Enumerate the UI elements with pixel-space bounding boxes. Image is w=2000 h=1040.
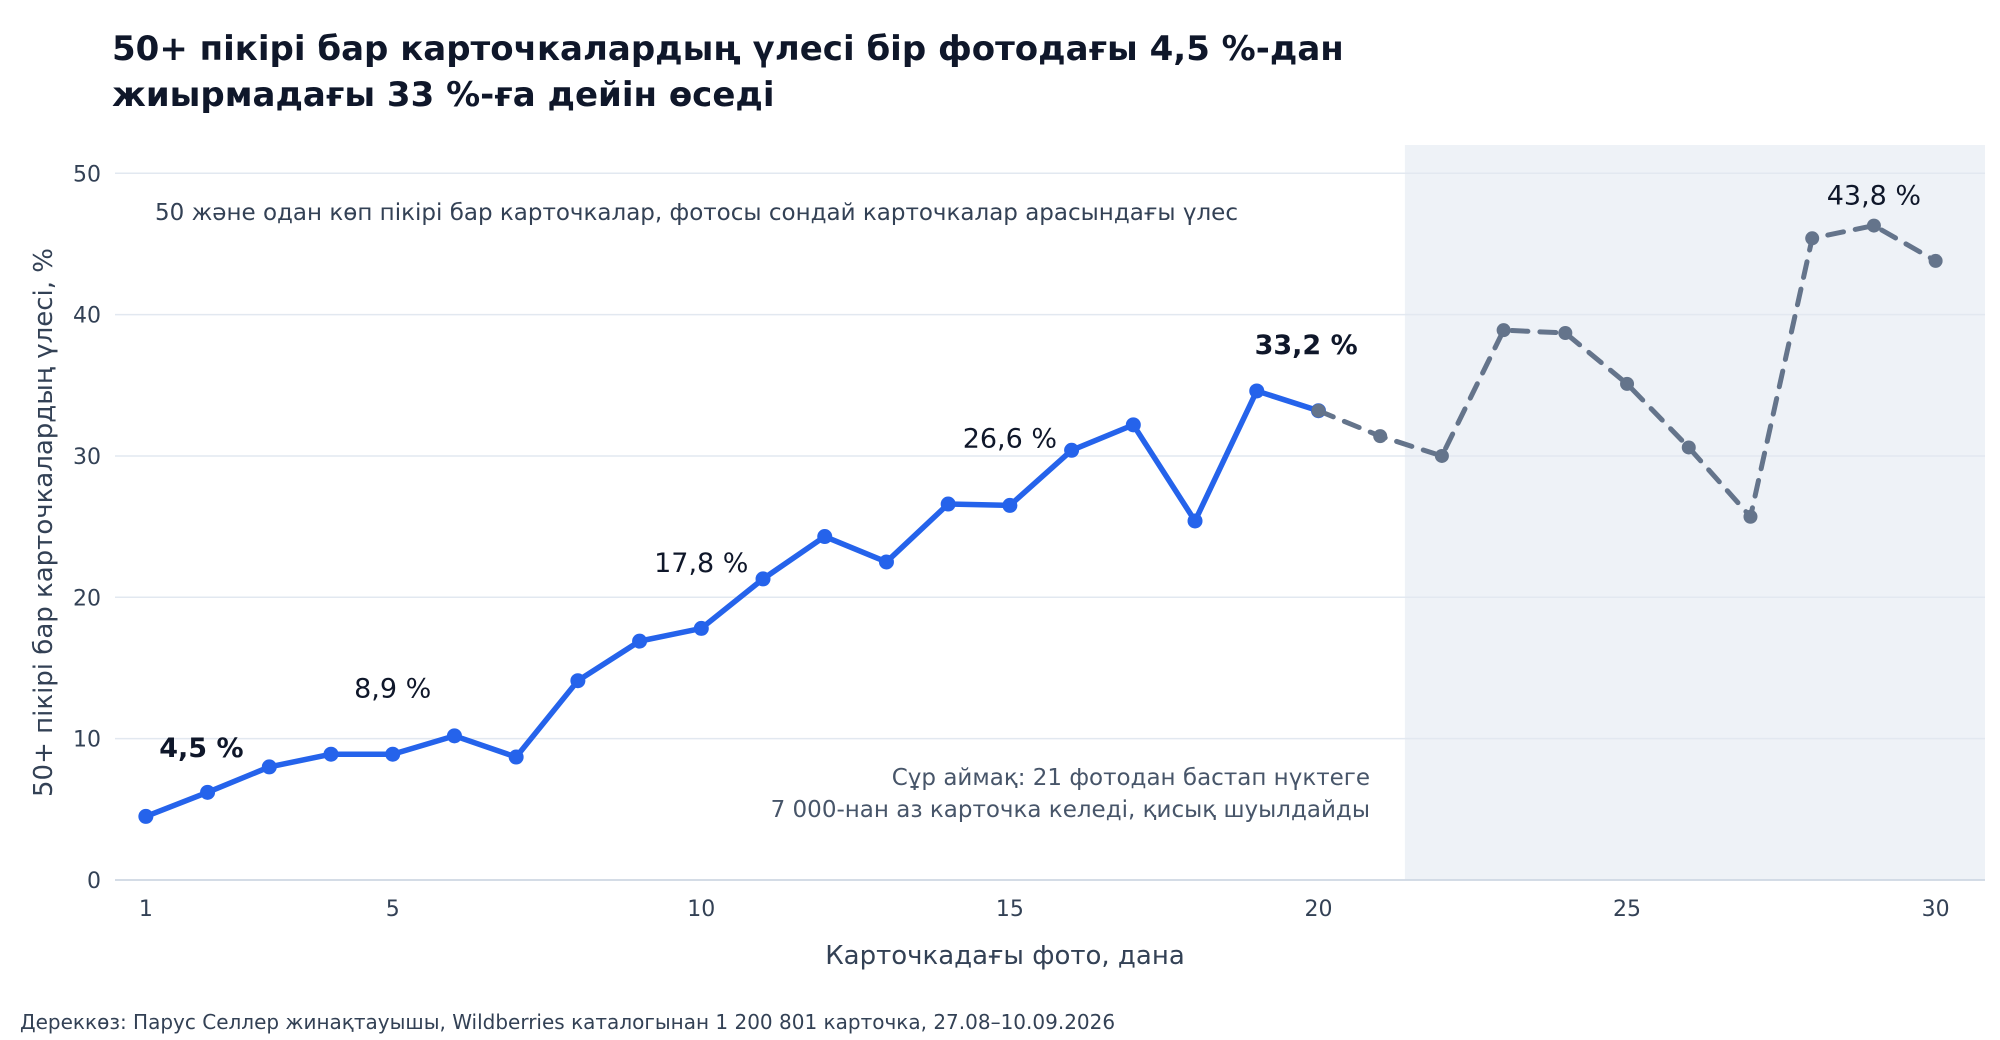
y-tick-label: 10 bbox=[73, 728, 101, 753]
source-note: Дереккөз: Парус Селлер жинақтауышы, Wild… bbox=[20, 1010, 1116, 1034]
x-tick-label: 5 bbox=[386, 897, 400, 922]
data-point bbox=[1928, 253, 1943, 268]
data-point bbox=[1866, 218, 1881, 233]
data-point bbox=[1064, 442, 1080, 458]
y-tick-label: 40 bbox=[73, 304, 101, 329]
noisy-region bbox=[1404, 145, 1985, 880]
data-point bbox=[878, 554, 894, 570]
data-point bbox=[446, 728, 462, 744]
title-line-1: 50+ пікірі бар карточкалардың үлесі бір … bbox=[112, 29, 1344, 69]
data-point bbox=[1434, 448, 1449, 463]
data-point bbox=[1373, 429, 1388, 444]
y-tick-label: 50 bbox=[73, 162, 101, 187]
y-tick-label: 30 bbox=[73, 445, 101, 470]
value-annotation: 8,9 % bbox=[354, 674, 431, 705]
series-line-solid bbox=[143, 388, 1322, 820]
value-annotation: 17,8 % bbox=[654, 548, 748, 579]
data-point bbox=[200, 784, 216, 800]
data-point bbox=[1249, 383, 1265, 399]
data-point bbox=[817, 529, 833, 545]
data-point bbox=[940, 496, 956, 512]
y-axis-label: 50+ пікірі бар карточкалардың үлесі, % bbox=[29, 248, 59, 797]
value-annotation: 26,6 % bbox=[963, 423, 1057, 454]
x-tick-label: 10 bbox=[687, 897, 715, 922]
noisy-region-note: 7 000-нан аз карточка келеді, қисық шуыл… bbox=[771, 797, 1370, 823]
data-point bbox=[1805, 231, 1820, 246]
x-axis-label: Карточкадағы фото, дана bbox=[825, 941, 1185, 971]
title-line-2: жиырмадағы 33 %-ға дейін өседі bbox=[112, 75, 775, 115]
value-annotation: 4,5 % bbox=[159, 733, 243, 764]
data-point bbox=[1311, 403, 1326, 418]
x-tick-label: 20 bbox=[1304, 897, 1332, 922]
data-point bbox=[323, 746, 339, 762]
data-point bbox=[1558, 325, 1573, 340]
series-line-dashed bbox=[1315, 223, 1939, 520]
noisy-region-note: Сұр аймақ: 21 фотодан бастап нүктеге bbox=[892, 765, 1370, 791]
x-tick-label: 15 bbox=[996, 897, 1024, 922]
chart-title: 50+ пікірі бар карточкалардың үлесі бір … bbox=[112, 26, 1812, 118]
data-point bbox=[632, 633, 648, 649]
data-point bbox=[1125, 417, 1141, 433]
data-point bbox=[138, 808, 154, 824]
data-point bbox=[570, 673, 586, 689]
value-annotation: 43,8 % bbox=[1827, 180, 1921, 211]
data-point bbox=[1496, 323, 1511, 338]
y-tick-label: 20 bbox=[73, 586, 101, 611]
chart-subtitle: 50 және одан көп пікірі бар карточкалар,… bbox=[155, 200, 1238, 226]
data-point bbox=[755, 571, 771, 587]
data-point bbox=[1681, 440, 1696, 455]
x-tick-label: 25 bbox=[1613, 897, 1641, 922]
data-point bbox=[508, 749, 524, 765]
x-tick-label: 1 bbox=[139, 897, 153, 922]
data-point bbox=[1620, 376, 1635, 391]
value-annotation: 33,2 % bbox=[1255, 330, 1358, 361]
x-tick-label: 30 bbox=[1922, 897, 1950, 922]
data-point bbox=[1187, 513, 1203, 529]
data-point bbox=[261, 759, 277, 775]
data-point bbox=[1743, 509, 1758, 524]
data-point bbox=[1002, 497, 1018, 513]
y-tick-label: 0 bbox=[87, 869, 101, 894]
data-point bbox=[385, 746, 401, 762]
data-point bbox=[693, 620, 709, 636]
